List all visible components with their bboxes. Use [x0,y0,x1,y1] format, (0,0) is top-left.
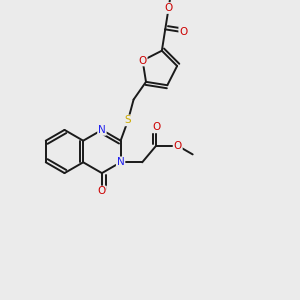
Text: O: O [164,3,173,13]
Text: S: S [125,116,131,125]
Text: N: N [117,157,124,167]
Text: O: O [152,122,160,132]
Text: O: O [139,56,147,65]
Text: O: O [174,141,182,151]
Text: O: O [98,187,106,196]
Text: O: O [179,27,188,37]
Text: N: N [98,125,106,135]
